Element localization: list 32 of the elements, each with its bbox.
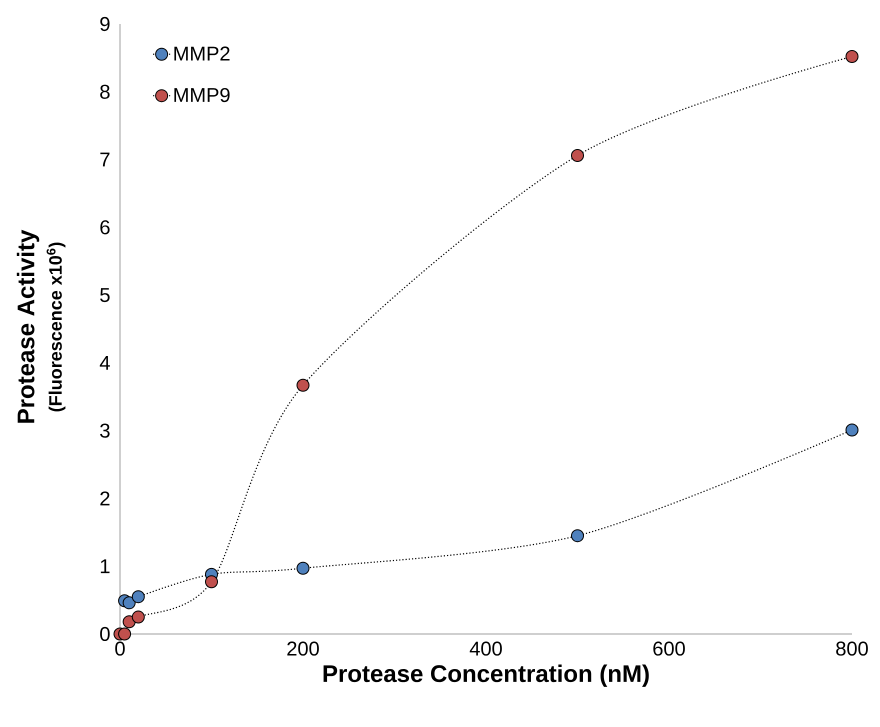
y-tick-label: 3: [100, 424, 110, 438]
point: [205, 575, 218, 588]
y-axis-title: Protease Activity: [16, 230, 40, 423]
legend-label: MMP9: [174, 88, 230, 102]
point: [122, 596, 136, 610]
y-tick-label: 4: [100, 356, 110, 370]
point: [296, 562, 310, 575]
y-tick-label: 1: [100, 559, 110, 574]
point: [571, 529, 584, 542]
y-tick-label: 6: [100, 220, 110, 234]
x-tick-label: 0: [115, 642, 125, 656]
point: [296, 378, 310, 392]
y-tick-label: 7: [100, 152, 110, 166]
y-tick-label: 0: [100, 626, 110, 642]
y-tick-label: 2: [100, 491, 110, 506]
point: [132, 590, 145, 604]
point: [132, 610, 145, 624]
x-tick-label: 600: [653, 642, 685, 656]
point: [571, 148, 584, 162]
y-tick-label: 9: [100, 16, 110, 32]
legend-label: MMP2: [174, 46, 230, 60]
point: [122, 615, 136, 628]
y-tick-label: 5: [100, 288, 110, 302]
x-tick-label: 800: [836, 642, 868, 656]
x-tick-label: 200: [287, 642, 319, 656]
y-tick-label: 8: [100, 84, 110, 99]
x-tick-label: 400: [470, 642, 502, 656]
text: (Fluorescence x10$^{6}$): [46, 242, 66, 412]
point: [846, 50, 858, 64]
point: [846, 423, 858, 436]
x-axis-title: Protease Concentration (nM): [324, 664, 649, 687]
point: [118, 627, 132, 640]
